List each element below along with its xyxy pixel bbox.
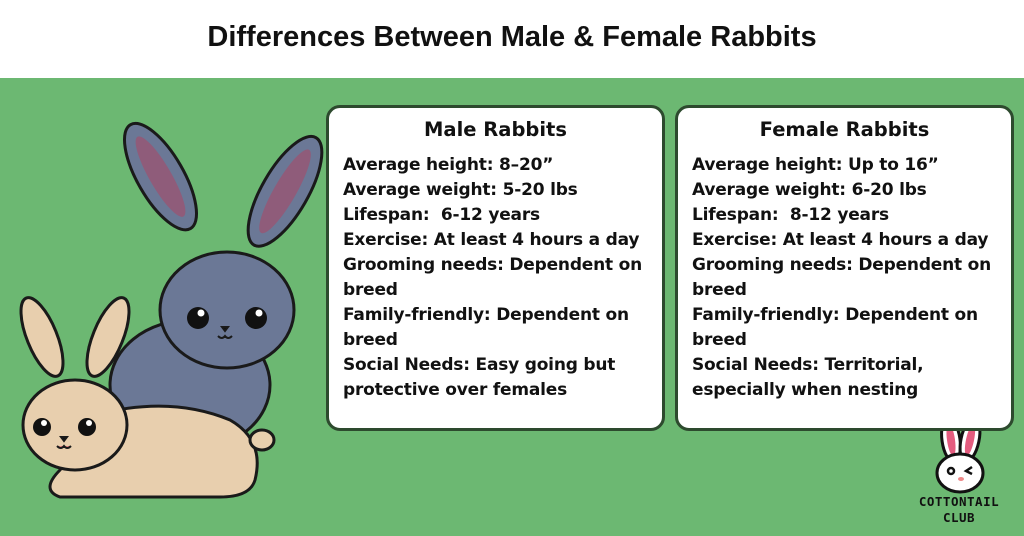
female-rabbits-card: Female Rabbits Average height: Up to 16”… — [675, 105, 1014, 431]
header: Differences Between Male & Female Rabbit… — [0, 0, 1024, 78]
logo-line-2: CLUB — [942, 510, 976, 525]
female-social-needs: Social Needs: Territorial, especially wh… — [692, 355, 924, 400]
logo-line-1: COTTONTAIL — [918, 494, 1000, 509]
female-family-friendly: Family-friendly: Dependent on breed — [692, 305, 978, 350]
female-exercise: Exercise: At least 4 hours a day — [692, 230, 989, 250]
female-height: Average height: Up to 16” — [692, 155, 939, 175]
female-lifespan: Lifespan: 8-12 years — [692, 205, 889, 225]
cottontail-club-logo-text: COTTONTAIL CLUB — [900, 494, 1018, 526]
male-rabbit-illustration — [108, 121, 324, 452]
male-weight: Average weight: 5-20 lbs — [343, 180, 578, 200]
male-height: Average height: 8–20” — [343, 155, 554, 175]
female-rabbit-illustration — [19, 296, 276, 499]
page-title: Differences Between Male & Female Rabbit… — [207, 20, 817, 53]
male-family-friendly: Family-friendly: Dependent on breed — [343, 305, 629, 350]
male-lifespan: Lifespan: 6-12 years — [343, 205, 540, 225]
female-grooming: Grooming needs: Dependent on breed — [692, 255, 992, 300]
male-social-needs: Social Needs: Easy going but protective … — [343, 355, 616, 400]
male-exercise: Exercise: At least 4 hours a day — [343, 230, 640, 250]
male-rabbits-card: Male Rabbits Average height: 8–20” Avera… — [326, 105, 665, 431]
male-grooming: Grooming needs: Dependent on breed — [343, 255, 643, 300]
female-weight: Average weight: 6-20 lbs — [692, 180, 927, 200]
male-card-heading: Male Rabbits — [424, 118, 567, 141]
female-card-heading: Female Rabbits — [759, 118, 930, 141]
